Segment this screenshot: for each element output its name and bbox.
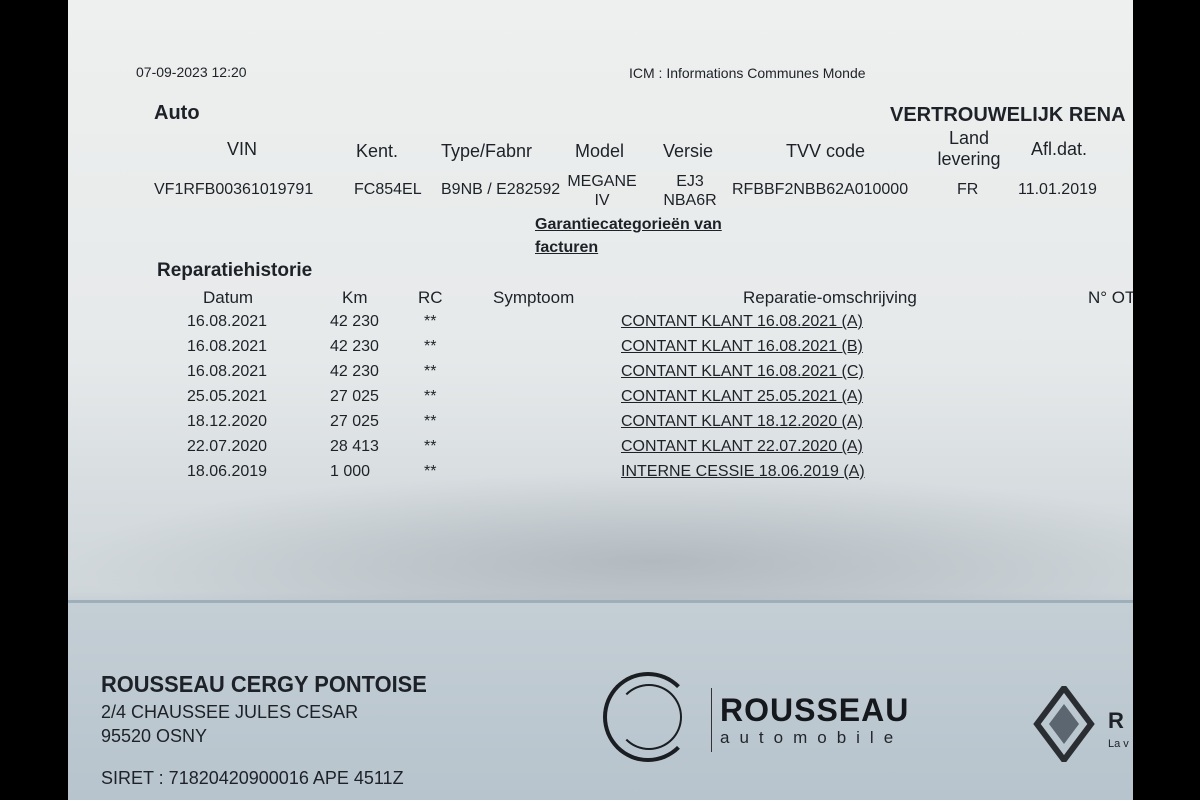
print-datetime: 07-09-2023 12:20 <box>136 64 247 80</box>
row-km: 1 000 <box>330 463 371 480</box>
header-afl: Afl.dat. <box>1031 139 1088 159</box>
kent-value: FC854EL <box>354 181 422 198</box>
row-repair-link[interactable]: CONTANT KLANT 16.08.2021 (B) <box>621 338 863 355</box>
versie-line-2: NBA6R <box>663 192 717 209</box>
col-rc: RC <box>418 288 443 307</box>
model-line-2: IV <box>594 192 610 209</box>
row-rc: ** <box>424 463 437 480</box>
section-auto: Auto <box>154 102 200 124</box>
shadow <box>68 470 1133 600</box>
row-datum: 16.08.2021 <box>187 313 268 330</box>
row-rc: ** <box>424 363 437 380</box>
tvv-value: RFBBF2NBB62A010000 <box>732 181 909 198</box>
confidential-label: VERTROUWELIJK RENA <box>890 104 1126 126</box>
land-value: FR <box>957 181 979 198</box>
row-datum: 16.08.2021 <box>187 363 268 380</box>
vin-value: VF1RFB00361019791 <box>154 181 314 198</box>
logo-divider <box>711 688 712 752</box>
header-tvv: TVV code <box>786 141 866 161</box>
row-datum: 25.05.2021 <box>187 388 268 405</box>
company-name: ROUSSEAU CERGY PONTOISE <box>101 671 427 697</box>
row-km: 27 025 <box>330 413 379 430</box>
row-rc: ** <box>424 388 437 405</box>
history-title: Reparatiehistorie <box>157 260 313 281</box>
row-rc: ** <box>424 438 437 455</box>
row-km: 42 230 <box>330 338 379 355</box>
row-repair-link[interactable]: CONTANT KLANT 16.08.2021 (A) <box>621 313 863 330</box>
warranty-categories-link[interactable]: Garantiecategorieën van facturen <box>535 213 722 259</box>
company-siret: SIRET : 71820420900016 APE 4511Z <box>101 768 404 788</box>
row-repair-link[interactable]: INTERNE CESSIE 18.06.2019 (A) <box>621 463 865 480</box>
col-km: Km <box>342 288 368 307</box>
row-datum: 18.12.2020 <box>187 413 268 430</box>
row-datum: 22.07.2020 <box>187 438 268 455</box>
afl-value: 11.01.2019 <box>1018 181 1097 198</box>
system-name: ICM : Informations Communes Monde <box>629 65 866 81</box>
row-datum: 18.06.2019 <box>187 463 268 480</box>
row-rc: ** <box>424 413 437 430</box>
paper-fold <box>68 600 1133 603</box>
warranty-link-line-2[interactable]: facturen <box>535 239 599 256</box>
rousseau-logo-icon <box>603 672 693 762</box>
rousseau-logo-sub: automobile <box>720 728 904 747</box>
model-value: MEGANE IV <box>558 172 646 210</box>
row-km: 28 413 <box>330 438 379 455</box>
row-repair-link[interactable]: CONTANT KLANT 16.08.2021 (C) <box>621 363 864 380</box>
row-km: 42 230 <box>330 363 379 380</box>
header-model: Model <box>575 141 625 161</box>
col-symptoom: Symptoom <box>493 288 575 307</box>
rousseau-logo-inner-icon <box>616 684 682 750</box>
col-datum: Datum <box>203 288 254 307</box>
header-land-1: Land <box>948 128 990 148</box>
renault-logo-icon <box>1033 686 1095 762</box>
row-km: 27 025 <box>330 388 379 405</box>
header-versie: Versie <box>663 141 714 161</box>
header-land-2: levering <box>937 149 1001 169</box>
row-km: 42 230 <box>330 313 379 330</box>
model-line-1: MEGANE <box>567 173 637 190</box>
versie-line-1: EJ3 <box>676 173 704 190</box>
col-ot: N° OT <box>1088 288 1133 307</box>
col-omschrijving: Reparatie-omschrijving <box>743 288 917 307</box>
renault-brand-partial: R <box>1108 708 1124 733</box>
row-repair-link[interactable]: CONTANT KLANT 25.05.2021 (A) <box>621 388 863 405</box>
rousseau-logo-text: ROUSSEAU <box>720 692 910 728</box>
company-address-1: 2/4 CHAUSSEE JULES CESAR <box>101 702 359 722</box>
versie-value: EJ3 NBA6R <box>654 172 726 210</box>
row-rc: ** <box>424 338 437 355</box>
document-page: 07-09-2023 12:20 ICM : Informations Comm… <box>68 0 1133 800</box>
renault-tagline-partial: La v <box>1108 738 1129 750</box>
header-kent: Kent. <box>356 141 399 161</box>
header-land: Land levering <box>928 128 1010 170</box>
warranty-link-line-1[interactable]: Garantiecategorieën van <box>535 216 722 233</box>
row-repair-link[interactable]: CONTANT KLANT 18.12.2020 (A) <box>621 413 863 430</box>
type-value: B9NB / E282592 <box>441 181 561 198</box>
header-type: Type/Fabnr <box>441 141 533 161</box>
company-address-2: 95520 OSNY <box>101 726 208 746</box>
row-repair-link[interactable]: CONTANT KLANT 22.07.2020 (A) <box>621 438 863 455</box>
row-datum: 16.08.2021 <box>187 338 268 355</box>
row-rc: ** <box>424 313 437 330</box>
header-vin: VIN <box>227 139 258 159</box>
